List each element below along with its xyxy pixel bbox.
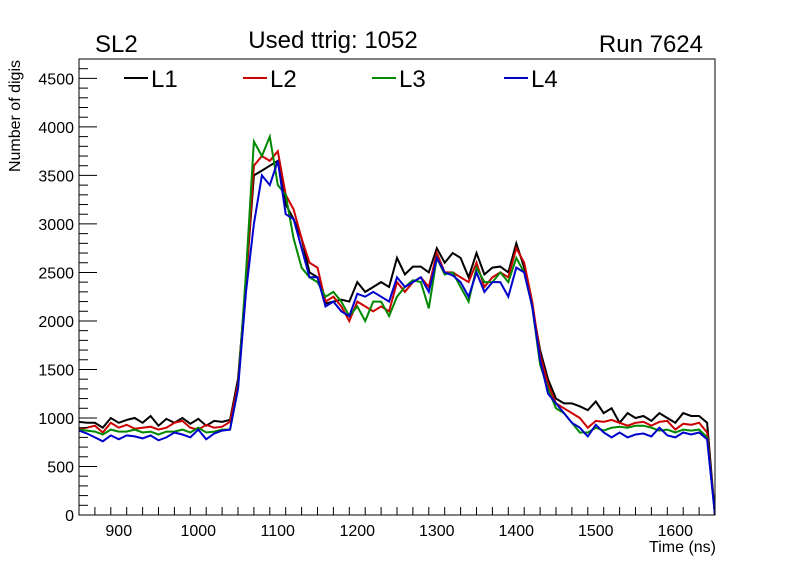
x-tick-label: 1300 [419, 523, 455, 540]
legend-item-l1: L1 [124, 66, 178, 93]
y-tick-label: 3500 [38, 168, 74, 185]
y-tick-label: 500 [47, 459, 74, 476]
legend-label: L2 [270, 66, 297, 93]
y-tick-label: 2000 [38, 314, 74, 331]
legend-label: L4 [531, 66, 558, 93]
x-tick-label: 1500 [578, 523, 614, 540]
y-tick-label: 2500 [38, 265, 74, 282]
chart-title: Used ttrig: 1052 [248, 27, 417, 54]
x-tick-label: 1100 [261, 523, 296, 540]
y-tick-label: 0 [65, 508, 74, 525]
series-line-l1 [79, 159, 715, 515]
y-axis: 0 500 1000 1500 2000 2500 3000 3500 4000 4500 [38, 68, 97, 525]
legend: L1 L2 L3 L4 [124, 66, 558, 93]
y-axis-label: Number of digis [7, 60, 24, 172]
series-line-l2 [79, 148, 715, 515]
y-tick-label: 4000 [38, 120, 74, 137]
x-tick-label: 1000 [180, 523, 216, 540]
legend-item-l4: L4 [504, 66, 558, 93]
y-tick-label: 3000 [38, 217, 74, 234]
series-line-l3 [79, 132, 715, 515]
x-tick-label: 1400 [498, 523, 534, 540]
x-tick-label: 1200 [339, 523, 375, 540]
title-right: Run 7624 [599, 31, 703, 58]
x-tick-label: 900 [105, 523, 132, 540]
x-axis-label: Time (ns) [649, 539, 716, 556]
legend-item-l3: L3 [372, 66, 426, 93]
x-axis: 900 1000 1100 1200 1300 1400 1500 1600 [94, 507, 716, 540]
y-tick-label: 4500 [38, 71, 74, 88]
legend-label: L1 [151, 66, 178, 93]
series-lines [79, 132, 715, 515]
legend-label: L3 [399, 66, 426, 93]
x-tick-label: 1600 [657, 523, 693, 540]
y-tick-label: 1500 [38, 362, 74, 379]
series-line-l4 [79, 160, 715, 515]
y-tick-label: 1000 [38, 411, 74, 428]
title-left: SL2 [95, 31, 138, 58]
legend-item-l2: L2 [243, 66, 297, 93]
